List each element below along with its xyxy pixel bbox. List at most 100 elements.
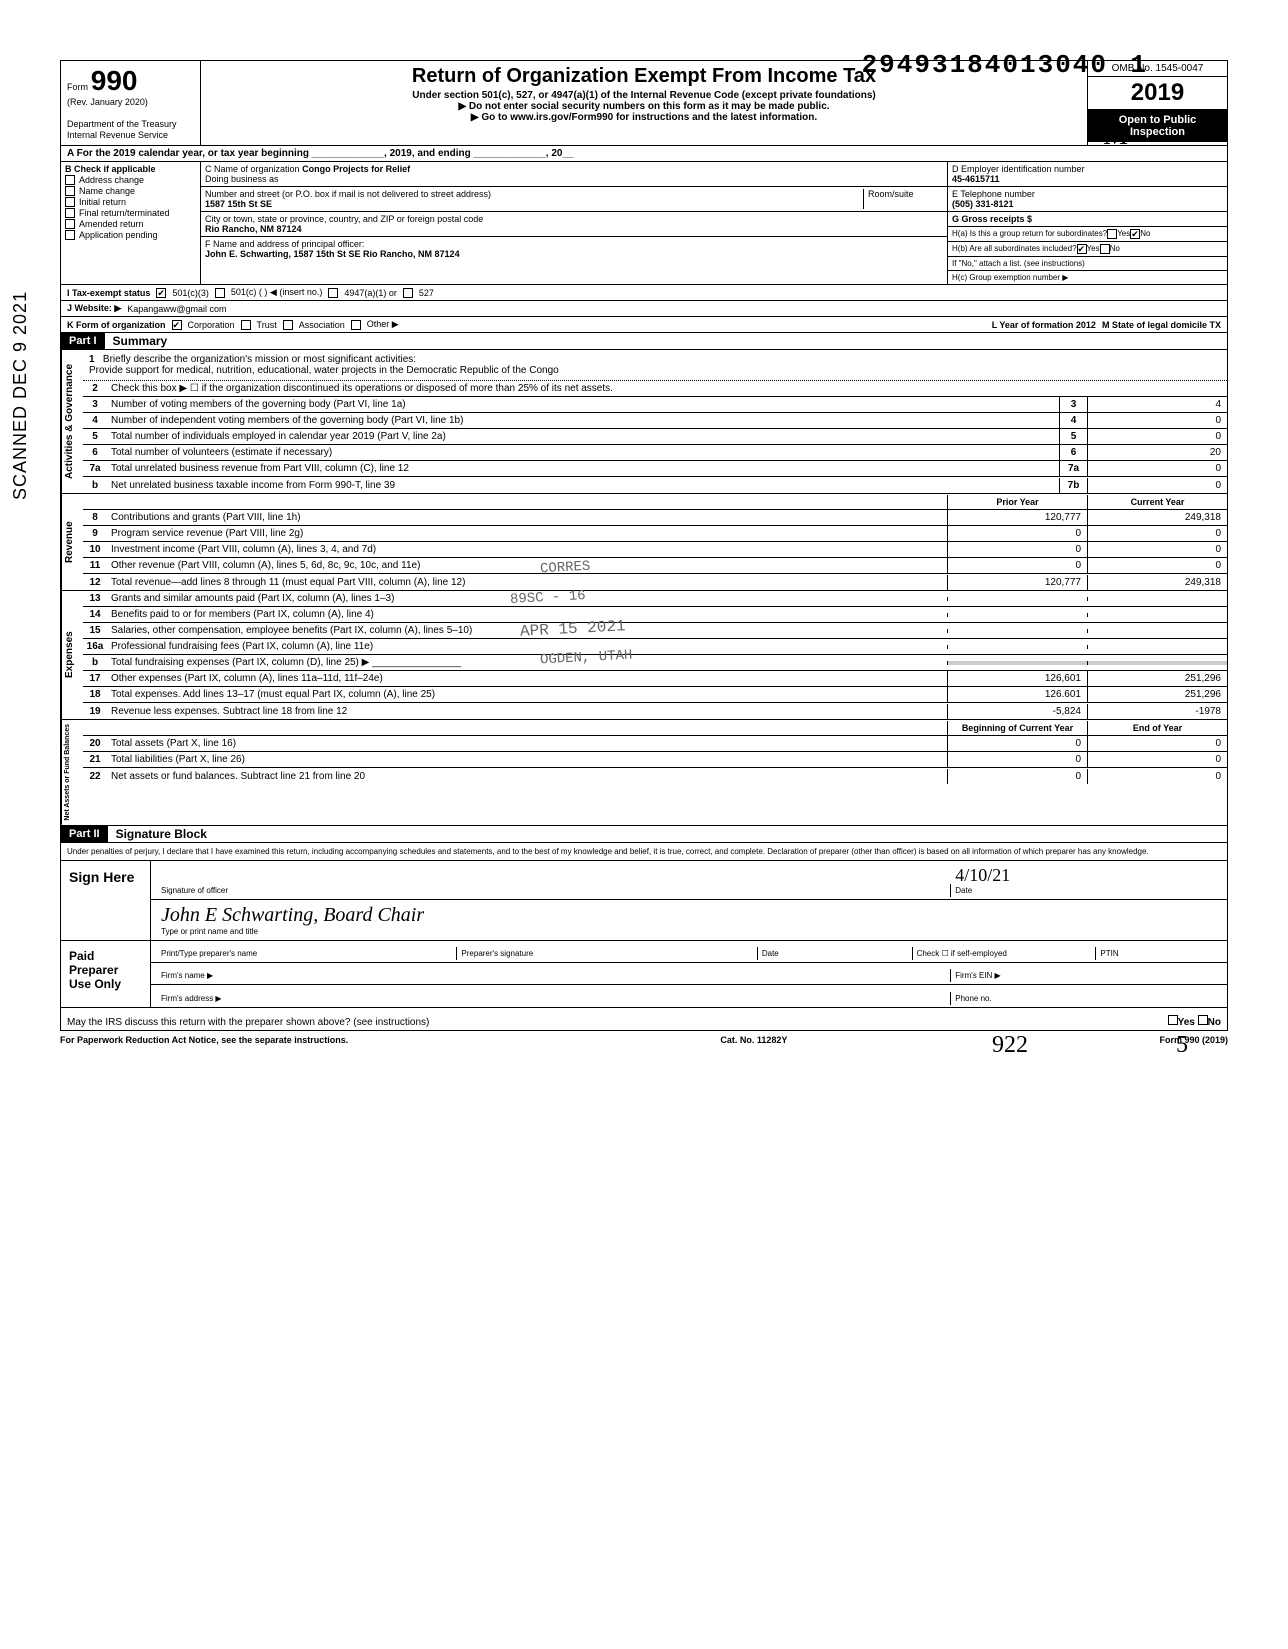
cb-assoc[interactable]	[283, 320, 293, 330]
exp-line-b: b Total fundraising expenses (Part IX, c…	[83, 655, 1227, 671]
hb-note-row: If "No," attach a list. (see instruction…	[948, 257, 1227, 271]
rev-header: Prior Year Current Year	[83, 494, 1227, 510]
net-side-label: Net Assets or Fund Balances	[61, 720, 83, 825]
net-line-20: 20 Total assets (Part X, line 16) 0 0	[83, 736, 1227, 752]
page-footer: For Paperwork Reduction Act Notice, see …	[60, 1031, 1228, 1049]
officer-value: John E. Schwarting, 1587 15th St SE Rio …	[205, 249, 460, 259]
rev-line-9: 9 Program service revenue (Part VIII, li…	[83, 526, 1227, 542]
officer-label: F Name and address of principal officer:	[205, 239, 364, 249]
row-k: K Form of organization Corporation Trust…	[60, 317, 1228, 333]
cb-527[interactable]	[403, 288, 413, 298]
column-b: B Check if applicable Address change Nam…	[61, 162, 201, 284]
form-number: 990	[91, 65, 138, 96]
rev-line-12: 12 Total revenue—add lines 8 through 11 …	[83, 574, 1227, 590]
gov-line-5: 5 Total number of individuals employed i…	[83, 429, 1227, 445]
firm-ein-label: Firm's EIN ▶	[951, 969, 1221, 982]
exp-line-18: 18 Total expenses. Add lines 13–17 (must…	[83, 687, 1227, 703]
governance-side-label: Activities & Governance	[61, 350, 83, 493]
sig-officer-label: Signature of officer	[161, 886, 228, 895]
ha-no-cb[interactable]	[1130, 229, 1140, 239]
sig-date-handwritten: 4/10/21	[955, 865, 1010, 885]
cb-501c3[interactable]	[156, 288, 166, 298]
net-line-21: 21 Total liabilities (Part X, line 26) 0…	[83, 752, 1227, 768]
discuss-yes-cb[interactable]	[1168, 1015, 1178, 1025]
preparer-ptin-label: PTIN	[1096, 947, 1221, 960]
cb-final-return[interactable]: Final return/terminated	[65, 208, 196, 218]
firm-phone-label: Phone no.	[951, 992, 1221, 1005]
net-line-22: 22 Net assets or fund balances. Subtract…	[83, 768, 1227, 784]
bottom-handwriting-2: 5	[1176, 1032, 1188, 1059]
gov-line-6: 6 Total number of volunteers (estimate i…	[83, 445, 1227, 461]
exp-line-16a: 16a Professional fundraising fees (Part …	[83, 639, 1227, 655]
hb-row: H(b) Are all subordinates included? Yes …	[948, 242, 1227, 257]
street-label: Number and street (or P.O. box if mail i…	[205, 189, 491, 199]
cb-address-change[interactable]: Address change	[65, 175, 196, 185]
part-1-label: Part I	[61, 333, 105, 349]
form-subtitle: Under section 501(c), 527, or 4947(a)(1)…	[205, 90, 1083, 101]
ha-yes-cb[interactable]	[1107, 229, 1117, 239]
hc-row: H(c) Group exemption number ▶	[948, 271, 1227, 284]
firm-addr-label: Firm's address ▶	[157, 992, 951, 1005]
city-value: Rio Rancho, NM 87124	[205, 224, 302, 234]
column-d-h: D Employer identification number 45-4615…	[947, 162, 1227, 284]
revenue-section: Revenue Prior Year Current Year 8 Contri…	[61, 494, 1227, 591]
bottom-handwriting-1: 922	[992, 1032, 1028, 1059]
scanned-stamp: SCANNED DEC 9 2021	[10, 291, 31, 500]
row-j: J Website: ▶ Kapangaww@gmail com	[60, 301, 1228, 317]
document-number-suffix: 1	[1130, 50, 1148, 80]
street-row: Number and street (or P.O. box if mail i…	[201, 187, 947, 212]
cb-application-pending[interactable]: Application pending	[65, 230, 196, 240]
website-value: Kapangaww@gmail com	[127, 304, 226, 314]
signature-block: Under penalties of perjury, I declare th…	[60, 843, 1228, 1031]
cb-corp[interactable]	[172, 320, 182, 330]
gov-line-7a: 7a Total unrelated business revenue from…	[83, 461, 1227, 477]
summary-table: Activities & Governance 1 Briefly descri…	[60, 350, 1228, 826]
mission-value: Provide support for medical, nutrition, …	[89, 365, 559, 376]
column-c-f: C Name of organization Congo Projects fo…	[201, 162, 947, 284]
cb-trust[interactable]	[241, 320, 251, 330]
gov-line-b: b Net unrelated business taxable income …	[83, 477, 1227, 493]
cb-amended[interactable]: Amended return	[65, 219, 196, 229]
governance-section: Activities & Governance 1 Briefly descri…	[61, 350, 1227, 494]
received-stamp-1: CORRES	[540, 559, 591, 578]
gross-label: G Gross receipts $	[952, 214, 1032, 224]
col-b-header: B Check if applicable	[65, 164, 196, 174]
hb-yes-cb[interactable]	[1077, 244, 1087, 254]
net-assets-section: Net Assets or Fund Balances Beginning of…	[61, 720, 1227, 825]
part-2-header: Part II Signature Block	[60, 826, 1228, 843]
preparer-sig-label: Preparer's signature	[457, 947, 757, 960]
city-label: City or town, state or province, country…	[205, 214, 483, 224]
part-2-title: Signature Block	[108, 827, 207, 841]
form-prefix: Form	[67, 82, 88, 92]
phone-label: E Telephone number	[952, 189, 1035, 199]
dba-label: Doing business as	[205, 174, 279, 184]
firm-name-label: Firm's name ▶	[157, 969, 951, 982]
discuss-no-cb[interactable]	[1198, 1015, 1208, 1025]
part-2-label: Part II	[61, 826, 108, 842]
cb-name-change[interactable]: Name change	[65, 186, 196, 196]
ein-row: D Employer identification number 45-4615…	[948, 162, 1227, 187]
part-1-header: Part I Summary	[60, 333, 1228, 350]
footer-mid: Cat. No. 11282Y	[720, 1035, 787, 1045]
cb-501c[interactable]	[215, 288, 225, 298]
phone-row: E Telephone number (505) 331-8121	[948, 187, 1227, 212]
exp-line-19: 19 Revenue less expenses. Subtract line …	[83, 703, 1227, 719]
revenue-side-label: Revenue	[61, 494, 83, 590]
sig-name-handwritten: John E Schwarting, Board Chair	[161, 904, 424, 926]
ein-value: 45-4615711	[952, 174, 1000, 184]
cb-4947[interactable]	[328, 288, 338, 298]
row-i: I Tax-exempt status 501(c)(3) 501(c) ( )…	[60, 285, 1228, 301]
penalty-statement: Under penalties of perjury, I declare th…	[61, 843, 1227, 861]
line-2: 2 Check this box ▶ ☐ if the organization…	[83, 381, 1227, 397]
expense-section: Expenses 13 Grants and similar amounts p…	[61, 591, 1227, 720]
mission-line: 1 Briefly describe the organization's mi…	[83, 350, 1227, 381]
sign-here-label: Sign Here	[61, 861, 151, 940]
document-number: 29493184013040	[862, 50, 1108, 80]
cb-other[interactable]	[351, 320, 361, 330]
hb-no-cb[interactable]	[1100, 244, 1110, 254]
footer-right: Form 990 (2019)	[1159, 1035, 1228, 1045]
org-name-value: Congo Projects for Relief	[302, 164, 410, 174]
cb-initial-return[interactable]: Initial return	[65, 197, 196, 207]
org-name-row: C Name of organization Congo Projects fo…	[201, 162, 947, 187]
expense-side-label: Expenses	[61, 591, 83, 719]
